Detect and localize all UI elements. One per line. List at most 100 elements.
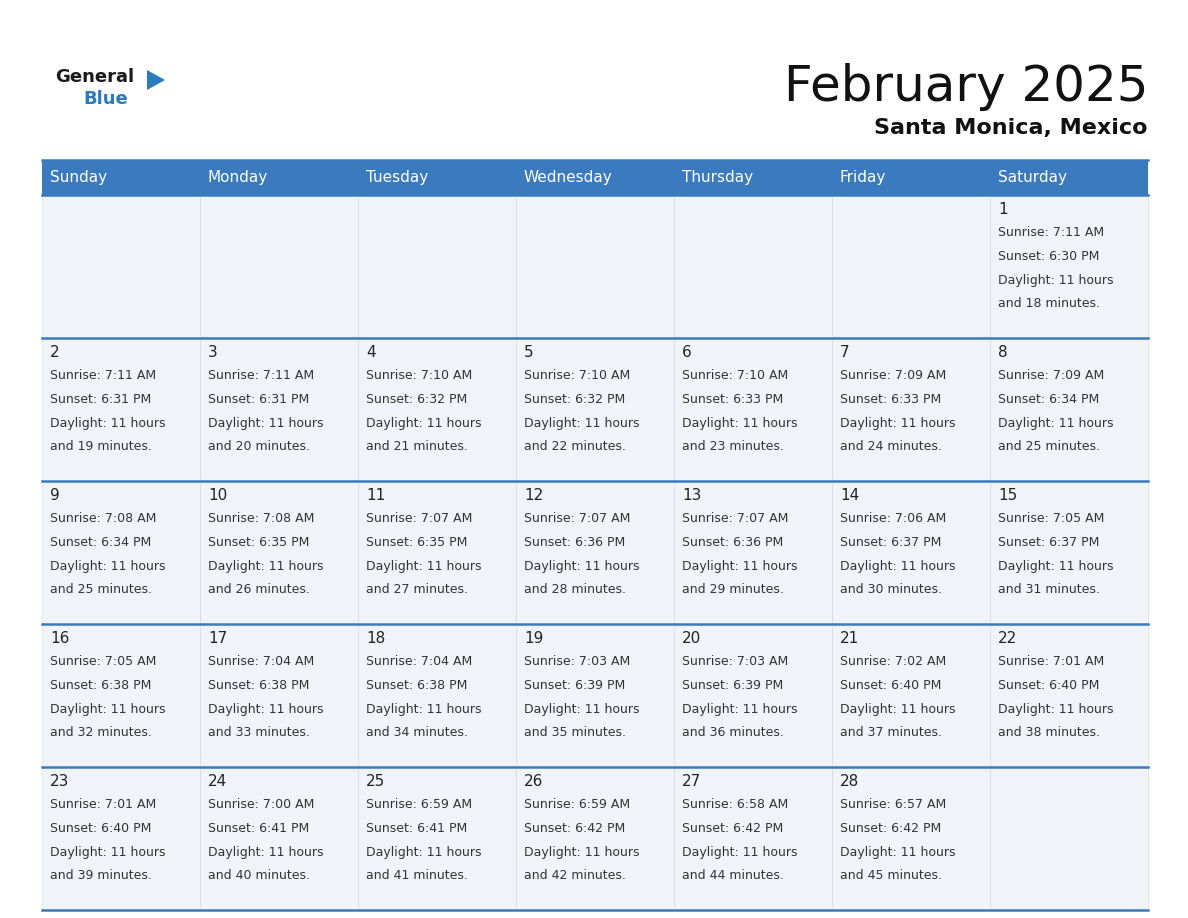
- Bar: [42, 624, 200, 767]
- Text: Daylight: 11 hours: Daylight: 11 hours: [50, 845, 165, 858]
- Bar: [990, 338, 1148, 481]
- Text: Sunset: 6:39 PM: Sunset: 6:39 PM: [682, 679, 783, 692]
- Text: Sunset: 6:41 PM: Sunset: 6:41 PM: [208, 822, 309, 835]
- Text: 14: 14: [840, 488, 859, 503]
- Text: 17: 17: [208, 632, 227, 646]
- Text: Sunrise: 6:57 AM: Sunrise: 6:57 AM: [840, 799, 946, 812]
- Text: Daylight: 11 hours: Daylight: 11 hours: [524, 845, 639, 858]
- Text: Sunrise: 7:07 AM: Sunrise: 7:07 AM: [682, 512, 789, 525]
- Text: Saturday: Saturday: [998, 170, 1067, 185]
- Text: Sunset: 6:31 PM: Sunset: 6:31 PM: [50, 393, 151, 406]
- Bar: [674, 195, 832, 338]
- Text: and 32 minutes.: and 32 minutes.: [50, 726, 152, 739]
- Text: and 31 minutes.: and 31 minutes.: [998, 583, 1100, 597]
- Text: Sunset: 6:42 PM: Sunset: 6:42 PM: [524, 822, 625, 835]
- Text: 15: 15: [998, 488, 1017, 503]
- Bar: [200, 481, 358, 624]
- Text: and 36 minutes.: and 36 minutes.: [682, 726, 784, 739]
- Bar: [674, 338, 832, 481]
- Text: Sunrise: 7:06 AM: Sunrise: 7:06 AM: [840, 512, 946, 525]
- Text: and 27 minutes.: and 27 minutes.: [366, 583, 468, 597]
- Text: Sunset: 6:38 PM: Sunset: 6:38 PM: [208, 679, 309, 692]
- Bar: [832, 767, 990, 910]
- Text: Daylight: 11 hours: Daylight: 11 hours: [208, 845, 323, 858]
- Text: and 24 minutes.: and 24 minutes.: [840, 441, 942, 453]
- Bar: [832, 481, 990, 624]
- Text: Sunrise: 7:04 AM: Sunrise: 7:04 AM: [366, 655, 472, 668]
- Bar: [358, 481, 516, 624]
- Text: Sunrise: 6:58 AM: Sunrise: 6:58 AM: [682, 799, 788, 812]
- Text: Sunrise: 7:11 AM: Sunrise: 7:11 AM: [208, 369, 314, 383]
- Text: Sunrise: 6:59 AM: Sunrise: 6:59 AM: [366, 799, 472, 812]
- Text: Sunset: 6:39 PM: Sunset: 6:39 PM: [524, 679, 625, 692]
- Text: 18: 18: [366, 632, 385, 646]
- Text: Daylight: 11 hours: Daylight: 11 hours: [682, 417, 797, 430]
- Bar: [200, 767, 358, 910]
- Text: Sunset: 6:33 PM: Sunset: 6:33 PM: [840, 393, 941, 406]
- Text: and 22 minutes.: and 22 minutes.: [524, 441, 626, 453]
- Text: Daylight: 11 hours: Daylight: 11 hours: [208, 417, 323, 430]
- Bar: [990, 160, 1148, 195]
- Text: Tuesday: Tuesday: [366, 170, 428, 185]
- Text: Sunrise: 7:03 AM: Sunrise: 7:03 AM: [524, 655, 630, 668]
- Text: Daylight: 11 hours: Daylight: 11 hours: [998, 417, 1113, 430]
- Text: Sunset: 6:40 PM: Sunset: 6:40 PM: [840, 679, 941, 692]
- Bar: [358, 624, 516, 767]
- Text: 11: 11: [366, 488, 385, 503]
- Text: Sunset: 6:34 PM: Sunset: 6:34 PM: [50, 536, 151, 549]
- Text: and 38 minutes.: and 38 minutes.: [998, 726, 1100, 739]
- Text: Daylight: 11 hours: Daylight: 11 hours: [840, 845, 955, 858]
- Text: and 25 minutes.: and 25 minutes.: [50, 583, 152, 597]
- Text: 1: 1: [998, 202, 1007, 218]
- Text: Sunrise: 7:05 AM: Sunrise: 7:05 AM: [998, 512, 1105, 525]
- Text: Sunrise: 7:11 AM: Sunrise: 7:11 AM: [50, 369, 156, 383]
- Text: Sunset: 6:33 PM: Sunset: 6:33 PM: [682, 393, 783, 406]
- Text: Sunrise: 7:10 AM: Sunrise: 7:10 AM: [366, 369, 472, 383]
- Text: Daylight: 11 hours: Daylight: 11 hours: [366, 845, 481, 858]
- Text: February 2025: February 2025: [784, 63, 1148, 111]
- Text: Daylight: 11 hours: Daylight: 11 hours: [840, 417, 955, 430]
- Text: 20: 20: [682, 632, 701, 646]
- Text: Daylight: 11 hours: Daylight: 11 hours: [366, 702, 481, 716]
- Text: Sunset: 6:34 PM: Sunset: 6:34 PM: [998, 393, 1099, 406]
- Text: Sunrise: 6:59 AM: Sunrise: 6:59 AM: [524, 799, 630, 812]
- Text: 22: 22: [998, 632, 1017, 646]
- Text: and 21 minutes.: and 21 minutes.: [366, 441, 468, 453]
- Text: and 42 minutes.: and 42 minutes.: [524, 869, 626, 882]
- Text: Daylight: 11 hours: Daylight: 11 hours: [998, 702, 1113, 716]
- Text: Sunset: 6:30 PM: Sunset: 6:30 PM: [998, 250, 1099, 263]
- Text: Sunset: 6:31 PM: Sunset: 6:31 PM: [208, 393, 309, 406]
- Text: Sunset: 6:42 PM: Sunset: 6:42 PM: [840, 822, 941, 835]
- Text: 21: 21: [840, 632, 859, 646]
- Text: Sunset: 6:42 PM: Sunset: 6:42 PM: [682, 822, 783, 835]
- Text: 9: 9: [50, 488, 59, 503]
- Bar: [42, 767, 200, 910]
- Text: Daylight: 11 hours: Daylight: 11 hours: [682, 702, 797, 716]
- Text: Sunrise: 7:00 AM: Sunrise: 7:00 AM: [208, 799, 315, 812]
- Bar: [358, 195, 516, 338]
- Text: Daylight: 11 hours: Daylight: 11 hours: [208, 702, 323, 716]
- Text: Sunday: Sunday: [50, 170, 107, 185]
- Bar: [358, 767, 516, 910]
- Text: Daylight: 11 hours: Daylight: 11 hours: [524, 702, 639, 716]
- Bar: [990, 195, 1148, 338]
- Text: Sunset: 6:40 PM: Sunset: 6:40 PM: [50, 822, 151, 835]
- Bar: [200, 160, 358, 195]
- Text: and 18 minutes.: and 18 minutes.: [998, 297, 1100, 310]
- Text: Daylight: 11 hours: Daylight: 11 hours: [366, 560, 481, 573]
- Bar: [832, 338, 990, 481]
- Text: Daylight: 11 hours: Daylight: 11 hours: [366, 417, 481, 430]
- Text: 25: 25: [366, 774, 385, 789]
- Bar: [674, 767, 832, 910]
- Text: and 25 minutes.: and 25 minutes.: [998, 441, 1100, 453]
- Text: and 26 minutes.: and 26 minutes.: [208, 583, 310, 597]
- Text: and 44 minutes.: and 44 minutes.: [682, 869, 784, 882]
- Text: 26: 26: [524, 774, 543, 789]
- Text: Daylight: 11 hours: Daylight: 11 hours: [840, 702, 955, 716]
- Text: and 20 minutes.: and 20 minutes.: [208, 441, 310, 453]
- Bar: [674, 160, 832, 195]
- Text: Daylight: 11 hours: Daylight: 11 hours: [840, 560, 955, 573]
- Bar: [516, 160, 674, 195]
- Text: Sunset: 6:38 PM: Sunset: 6:38 PM: [366, 679, 467, 692]
- Text: Santa Monica, Mexico: Santa Monica, Mexico: [874, 118, 1148, 138]
